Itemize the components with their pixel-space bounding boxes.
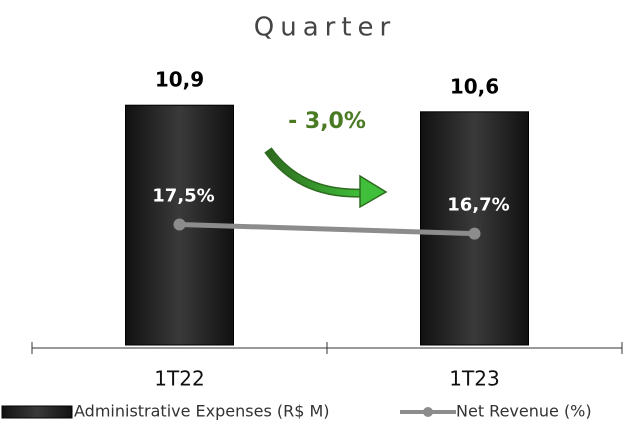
bar-value-label: 10,9: [155, 68, 204, 92]
x-tick-label: 1T23: [449, 367, 499, 391]
bar-value-label: 10,6: [450, 74, 499, 98]
line: [179, 221, 475, 237]
line-value-label: 17,5%: [152, 185, 214, 206]
line-point: [468, 227, 481, 240]
x-tick-label: 1T22: [154, 367, 204, 391]
line-value-label: 16,7%: [447, 195, 509, 216]
legend-label: Net Revenue (%): [456, 402, 592, 421]
legend-swatch-point: [423, 407, 433, 417]
legend-label: Administrative Expenses (R$ M): [74, 402, 330, 421]
annotation: - 3,0%: [288, 109, 366, 134]
line-point: [173, 218, 186, 231]
arrow-head: [359, 174, 388, 209]
chart-title: Quarter: [254, 13, 396, 43]
arrow-inner: [265, 148, 363, 197]
legend-swatch: [1, 405, 73, 419]
